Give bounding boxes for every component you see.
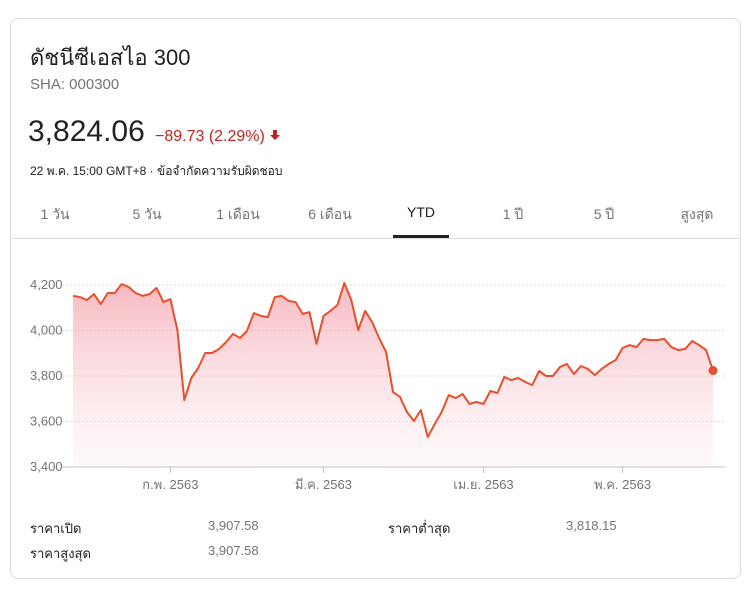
tab[interactable]: YTD bbox=[407, 204, 435, 220]
card bbox=[10, 18, 741, 579]
x-tick-label: ก.พ. 2563 bbox=[142, 477, 198, 492]
tab[interactable]: 1 วัน bbox=[40, 206, 70, 222]
tab[interactable]: สูงสุด bbox=[680, 206, 714, 222]
stat-label: ราคาสูงสุด bbox=[30, 546, 91, 561]
tab[interactable]: 5 ปี bbox=[593, 206, 615, 222]
down-arrow bbox=[270, 130, 281, 140]
stat-label: ราคาต่ำสุด bbox=[388, 521, 451, 536]
tab[interactable]: 6 เดือน bbox=[308, 206, 352, 222]
change-text: −89.73 (2.29%) bbox=[155, 128, 265, 145]
price: 3,824.06 bbox=[28, 115, 145, 148]
title: ดัชนีซีเอสไอ 300 bbox=[30, 45, 191, 70]
y-tick-label: 3,600 bbox=[30, 414, 63, 429]
timestamp-text: 22 พ.ค. 15:00 GMT+8 · bbox=[30, 164, 154, 178]
change: −89.73 (2.29%) bbox=[155, 128, 281, 146]
timestamp: 22 พ.ค. 15:00 GMT+8 · ข้อจำกัดความรับผิด… bbox=[30, 162, 283, 181]
chart: 3,400 3,600 3,800 4,000 4,200 ก.พ. 2563 มี.ค. … bbox=[30, 277, 725, 492]
x-tick-label: เม.ย. 2563 bbox=[453, 477, 513, 492]
last-point bbox=[708, 366, 718, 376]
stat-label: ราคาเปิด bbox=[30, 521, 82, 536]
ticker: SHA: 000300 bbox=[30, 76, 120, 93]
stat-value: 3,907.58 bbox=[208, 543, 259, 558]
y-tick-label: 3,800 bbox=[30, 368, 63, 383]
stat-value: 3,818.15 bbox=[566, 518, 617, 533]
area bbox=[73, 283, 714, 467]
disclaimer-link[interactable]: ข้อจำกัดความรับผิดชอบ bbox=[157, 164, 283, 178]
y-tick-label: 4,000 bbox=[30, 323, 63, 338]
tab[interactable]: 1 ปี bbox=[502, 206, 524, 222]
tab[interactable]: 5 วัน bbox=[132, 206, 162, 222]
tab[interactable]: 1 เดือน bbox=[216, 206, 260, 222]
line bbox=[72, 282, 714, 438]
divider bbox=[11, 238, 740, 239]
x-tick-label: มี.ค. 2563 bbox=[295, 477, 352, 492]
x-tick-label: พ.ค. 2563 bbox=[594, 477, 651, 492]
tab-underline bbox=[393, 235, 449, 238]
y-tick-label: 3,400 bbox=[30, 459, 63, 474]
stat-value: 3,907.58 bbox=[208, 518, 259, 533]
y-tick-label: 4,200 bbox=[30, 277, 63, 292]
